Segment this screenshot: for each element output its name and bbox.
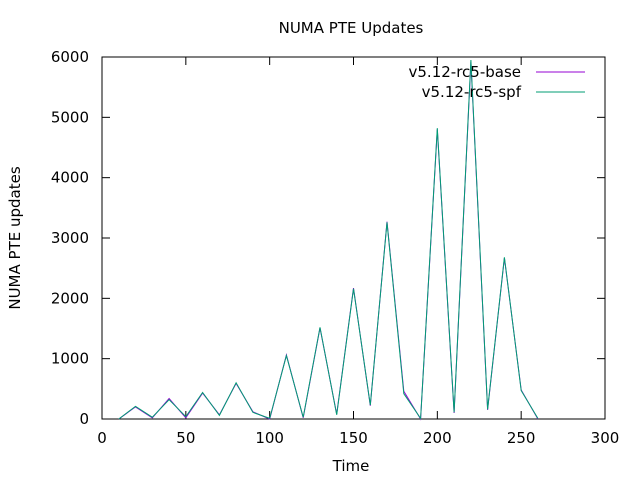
y-tick-label: 6000	[51, 48, 89, 66]
y-tick-label: 0	[79, 410, 89, 428]
y-tick-label: 2000	[51, 289, 89, 307]
x-tick-label: 200	[423, 429, 452, 447]
y-tick-label: 5000	[51, 108, 89, 126]
series-line-2	[118, 59, 539, 420]
plot-border	[101, 56, 606, 420]
x-tick-label: 100	[255, 429, 284, 447]
legend-label: v5.12-rc5-spf	[422, 83, 522, 101]
y-tick-label: 4000	[51, 169, 89, 187]
x-tick-label: 150	[339, 429, 368, 447]
legend-label: v5.12-rc5-base	[409, 63, 522, 81]
x-axis-label: Time	[332, 457, 370, 475]
legend: v5.12-rc5-base v5.12-rc5-spf	[409, 63, 585, 101]
x-tick-label: 300	[591, 429, 620, 447]
axis-ticks: 0 50 100 150 200 250 3000100020003000400050006…	[51, 48, 620, 447]
x-tick-label: 50	[176, 429, 195, 447]
y-tick-label: 1000	[51, 350, 89, 368]
series-group	[118, 59, 539, 421]
y-tick-label: 3000	[51, 229, 89, 247]
x-tick-label: 0	[97, 429, 107, 447]
series-line-1	[118, 61, 539, 421]
y-axis-label: NUMA PTE updates	[6, 166, 24, 309]
x-tick-label: 250	[507, 429, 536, 447]
chart-title: NUMA PTE Updates	[279, 19, 424, 37]
